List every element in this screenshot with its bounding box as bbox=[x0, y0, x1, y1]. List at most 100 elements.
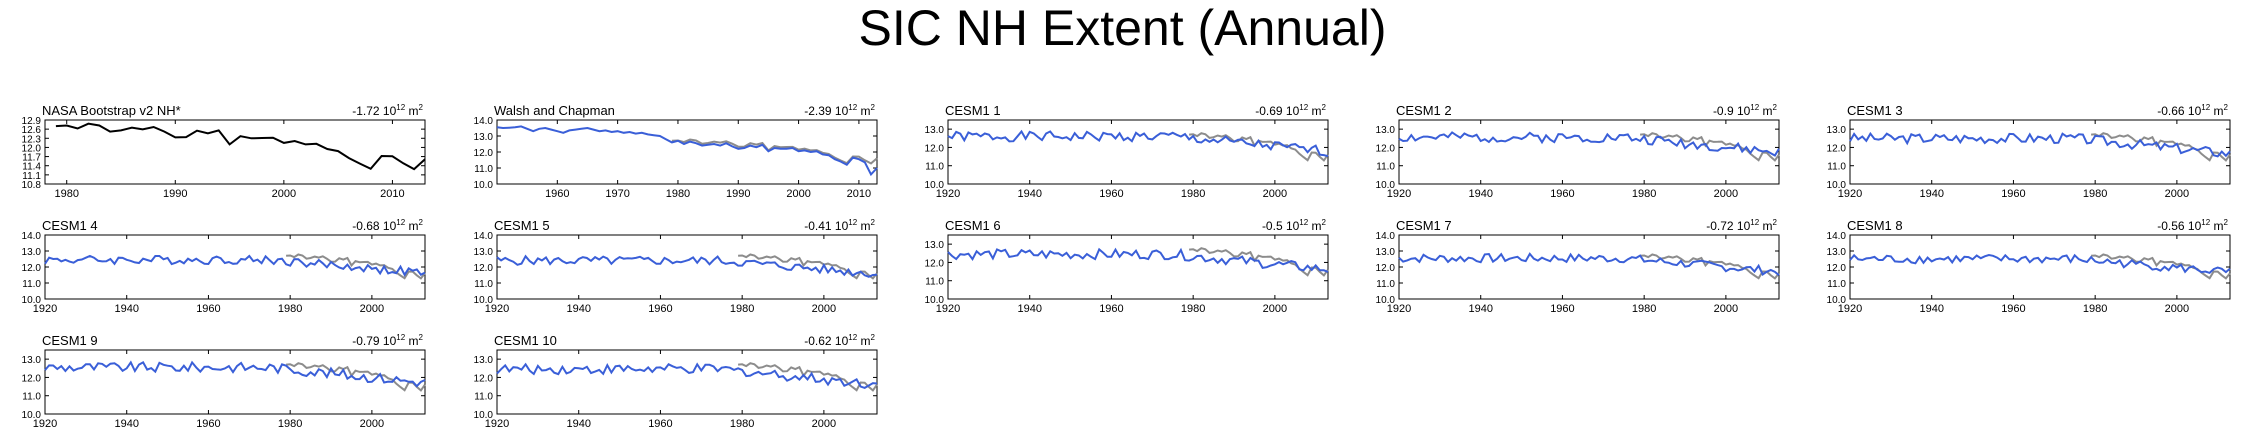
x-tick-label: 1960 bbox=[196, 418, 220, 430]
model-line bbox=[947, 129, 1329, 158]
y-tick-label: 14.0 bbox=[1376, 231, 1396, 242]
x-tick-label: 1960 bbox=[2001, 188, 2025, 200]
panel-title: CESM1 3 bbox=[1847, 103, 1903, 118]
chart-panel: CESM1 8 -0.56 1012 m2 1920 1940 1960 1980 2000… bbox=[1827, 218, 2231, 315]
y-tick-label: 13.0 bbox=[925, 125, 945, 136]
trend-label: -0.69 1012 m2 bbox=[1255, 103, 1326, 118]
y-tick-label: 13.0 bbox=[1827, 247, 1847, 258]
y-tick-label: 10.0 bbox=[474, 180, 494, 191]
x-tick-label: 1960 bbox=[1550, 188, 1574, 200]
model-line bbox=[1849, 131, 2231, 158]
model-line bbox=[44, 254, 426, 277]
observed-overlay-line bbox=[286, 362, 426, 392]
y-tick-label: 10.0 bbox=[925, 295, 945, 306]
x-tick-label: 2000 bbox=[1263, 188, 1287, 200]
y-tick-label: 13.0 bbox=[1376, 247, 1396, 258]
y-tick-label: 11.0 bbox=[1376, 279, 1395, 290]
x-tick-label: 1920 bbox=[936, 303, 960, 315]
x-tick-label: 1960 bbox=[196, 303, 220, 315]
observed-overlay-line bbox=[286, 253, 426, 280]
trend-label: -2.39 1012 m2 bbox=[804, 103, 875, 118]
x-tick-label: 2000 bbox=[2165, 188, 2189, 200]
panel-title: CESM1 8 bbox=[1847, 218, 1903, 233]
x-tick-label: 2000 bbox=[1714, 188, 1738, 200]
x-tick-label: 2000 bbox=[360, 418, 384, 430]
y-tick-label: 11.0 bbox=[1827, 279, 1846, 290]
x-tick-label: 1980 bbox=[1181, 303, 1205, 315]
x-tick-label: 1920 bbox=[1387, 303, 1411, 315]
x-tick-label: 1960 bbox=[648, 303, 672, 315]
observed-overlay-line bbox=[1640, 253, 1780, 280]
y-tick-label: 14.0 bbox=[474, 116, 494, 127]
x-tick-label: 1940 bbox=[114, 418, 138, 430]
x-tick-label: 1920 bbox=[33, 418, 57, 430]
chart-panel: CESM1 2 -0.9 1012 m2 1920 1940 1960 1980 2000 1… bbox=[1376, 103, 1780, 200]
trend-label: -0.41 1012 m2 bbox=[804, 218, 875, 233]
model-line bbox=[44, 360, 426, 388]
x-tick-label: 2000 bbox=[1714, 303, 1738, 315]
y-tick-label: 12.0 bbox=[1376, 143, 1396, 154]
panel-title: CESM1 5 bbox=[494, 218, 550, 233]
x-tick-label: 1990 bbox=[163, 188, 187, 200]
x-tick-label: 1980 bbox=[730, 303, 754, 315]
y-tick-label: 13.0 bbox=[22, 247, 42, 258]
observed-overlay-line bbox=[1640, 132, 1780, 162]
x-tick-label: 2000 bbox=[786, 188, 810, 200]
y-tick-label: 12.6 bbox=[22, 125, 42, 136]
y-tick-label: 13.0 bbox=[474, 132, 494, 143]
x-tick-label: 1980 bbox=[54, 188, 78, 200]
x-tick-label: 1980 bbox=[278, 303, 302, 315]
y-tick-label: 10.8 bbox=[22, 180, 42, 191]
y-tick-label: 13.0 bbox=[925, 240, 945, 251]
plot-frame bbox=[44, 119, 426, 185]
y-tick-label: 11.7 bbox=[22, 153, 41, 164]
x-tick-label: 1970 bbox=[605, 188, 629, 200]
x-tick-label: 1980 bbox=[730, 418, 754, 430]
model-line bbox=[947, 247, 1329, 273]
trend-label: -0.79 1012 m2 bbox=[352, 333, 423, 348]
trend-label: -0.62 1012 m2 bbox=[804, 333, 875, 348]
observed-overlay-line bbox=[738, 362, 878, 392]
y-tick-label: 12.0 bbox=[925, 143, 945, 154]
x-tick-label: 1980 bbox=[2083, 188, 2107, 200]
plot-frame bbox=[947, 119, 1329, 185]
y-tick-label: 12.0 bbox=[925, 258, 945, 269]
chart-panel: NASA Bootstrap v2 NH* -1.72 1012 m2 1980 19… bbox=[22, 103, 426, 200]
x-tick-label: 1920 bbox=[936, 188, 960, 200]
x-tick-label: 1920 bbox=[1838, 303, 1862, 315]
y-tick-label: 14.0 bbox=[474, 231, 494, 242]
y-tick-label: 12.0 bbox=[22, 263, 42, 274]
y-tick-label: 12.0 bbox=[22, 373, 42, 384]
trend-label: -0.5 1012 m2 bbox=[1262, 218, 1327, 233]
x-tick-label: 1940 bbox=[1919, 303, 1943, 315]
x-tick-label: 2000 bbox=[1263, 303, 1287, 315]
y-tick-label: 10.0 bbox=[1376, 295, 1396, 306]
page-title: SIC NH Extent (Annual) bbox=[858, 0, 1387, 56]
model-line bbox=[496, 362, 878, 389]
x-tick-label: 1920 bbox=[485, 303, 509, 315]
y-tick-label: 13.0 bbox=[22, 355, 42, 366]
y-tick-label: 12.0 bbox=[1376, 263, 1396, 274]
plot-frame bbox=[44, 349, 426, 415]
chart-panel: CESM1 3 -0.66 1012 m2 1920 1940 1960 1980 2000… bbox=[1827, 103, 2231, 200]
chart-panel: CESM1 5 -0.41 1012 m2 1920 1940 1960 1980 2000… bbox=[474, 218, 878, 315]
observed-overlay-line bbox=[2091, 132, 2231, 162]
y-tick-label: 12.0 bbox=[1827, 143, 1847, 154]
x-tick-label: 1960 bbox=[1550, 303, 1574, 315]
x-tick-label: 1940 bbox=[114, 303, 138, 315]
y-tick-label: 11.0 bbox=[1376, 162, 1395, 173]
model-line bbox=[1398, 131, 1780, 157]
x-tick-label: 2000 bbox=[360, 303, 384, 315]
x-tick-label: 1980 bbox=[278, 418, 302, 430]
panel-title: CESM1 9 bbox=[42, 333, 98, 348]
x-tick-label: 2010 bbox=[380, 188, 404, 200]
observed-line bbox=[55, 122, 426, 171]
y-tick-label: 12.0 bbox=[22, 143, 42, 154]
x-tick-label: 1980 bbox=[1181, 188, 1205, 200]
y-tick-label: 14.0 bbox=[1827, 231, 1847, 242]
x-tick-label: 1960 bbox=[545, 188, 569, 200]
x-tick-label: 1940 bbox=[566, 303, 590, 315]
panel-title: CESM1 4 bbox=[42, 218, 98, 233]
x-tick-label: 1920 bbox=[1838, 188, 1862, 200]
x-tick-label: 1980 bbox=[2083, 303, 2107, 315]
